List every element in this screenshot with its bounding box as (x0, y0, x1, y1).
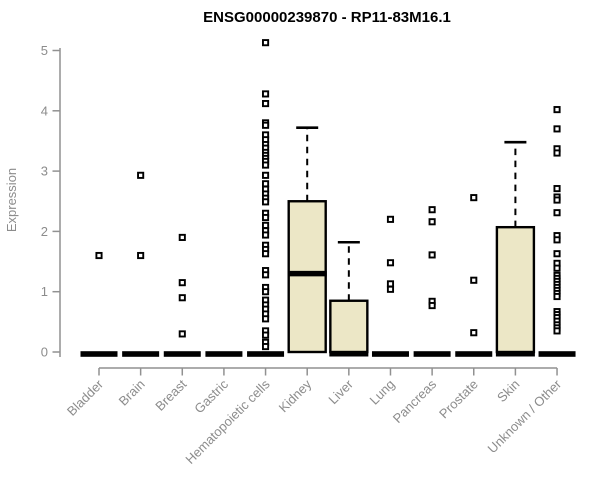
outlier-point (262, 180, 270, 188)
outlier-point (262, 288, 270, 296)
svg-text:Unknown / Other: Unknown / Other (485, 376, 565, 456)
outlier-point (553, 264, 561, 272)
boxplot-unknown-other (538, 106, 576, 357)
svg-text:0: 0 (41, 345, 48, 360)
svg-text:Breast: Breast (152, 376, 189, 413)
outlier-point (553, 149, 561, 157)
svg-text:Lung: Lung (367, 377, 398, 408)
boxplot-kidney (287, 126, 327, 354)
boxplot-liver (329, 240, 369, 357)
outlier-point (386, 215, 395, 223)
svg-text:Kidney: Kidney (276, 376, 315, 415)
median-line (413, 351, 451, 357)
median-line (371, 351, 409, 357)
outlier-point (178, 233, 186, 241)
outlier-point (470, 194, 478, 202)
median-line (329, 351, 369, 357)
outlier-point (262, 213, 270, 222)
outlier-point (428, 302, 436, 310)
outlier-point (262, 90, 270, 98)
boxplot-pancreas (413, 206, 451, 357)
boxplot-brain (122, 171, 160, 357)
boxplot-breast (163, 233, 201, 357)
outlier-point (137, 251, 145, 260)
median-line (122, 351, 160, 357)
outlier-point (262, 221, 270, 229)
outlier-point (262, 100, 270, 108)
outlier-point (137, 171, 145, 179)
median-line (205, 351, 243, 357)
outlier-point (553, 106, 561, 114)
boxplot-skin (495, 140, 536, 357)
outlier-point (262, 198, 270, 206)
boxplot-lung (371, 215, 409, 357)
boxplot-hematopoietic-cells (247, 39, 285, 357)
outlier-point (428, 251, 436, 259)
svg-text:4: 4 (41, 103, 48, 118)
outlier-point (553, 292, 561, 301)
outlier-point (553, 125, 561, 133)
y-axis-tick-labels: 0 1 2 3 4 5 (41, 43, 48, 360)
outlier-point (386, 280, 395, 288)
outlier-point (428, 218, 436, 226)
boxplot-prostate (455, 194, 493, 357)
svg-text:Skin: Skin (494, 377, 522, 405)
outlier-point (262, 171, 270, 179)
outlier-point (178, 294, 186, 302)
outlier-point (428, 206, 436, 214)
x-axis (98, 367, 558, 376)
box (329, 299, 369, 354)
median-line (455, 351, 493, 357)
outlier-point (470, 276, 478, 284)
svg-text:Gastric: Gastric (191, 376, 231, 416)
median-line (80, 351, 118, 357)
boxplot-bladder (80, 251, 118, 357)
svg-text:1: 1 (41, 284, 48, 299)
outlier-point (262, 161, 270, 169)
outlier-point (262, 331, 270, 339)
box (495, 225, 536, 354)
svg-text:2: 2 (41, 224, 48, 239)
svg-text:Brain: Brain (116, 377, 148, 409)
outlier-point (178, 279, 186, 287)
median-line (287, 270, 327, 277)
y-axis-label: Expression (4, 168, 19, 232)
outlier-point (262, 39, 270, 47)
median-line (247, 351, 285, 357)
svg-text:3: 3 (41, 164, 48, 179)
svg-text:Pancreas: Pancreas (390, 376, 440, 426)
svg-text:5: 5 (41, 43, 48, 58)
svg-text:Bladder: Bladder (64, 376, 107, 419)
median-line (163, 351, 201, 357)
outlier-point (553, 185, 561, 193)
outlier-point (262, 343, 270, 351)
outlier-point (553, 196, 561, 204)
svg-text:Prostate: Prostate (436, 377, 481, 422)
outlier-point (262, 271, 270, 279)
outlier-point (470, 329, 478, 337)
outlier-point (262, 231, 270, 239)
outlier-point (553, 209, 561, 217)
outlier-point (386, 259, 395, 267)
outlier-point (262, 121, 270, 129)
box (287, 200, 327, 354)
boxplot-gastric (205, 351, 243, 357)
y-axis (52, 48, 61, 357)
outlier-point (178, 330, 186, 338)
outlier-point (262, 315, 270, 323)
outlier-point (553, 327, 561, 335)
outlier-point (262, 250, 270, 258)
median-line (495, 351, 535, 357)
svg-text:Liver: Liver (325, 376, 356, 407)
outlier-point (95, 251, 103, 260)
outlier-point (553, 236, 561, 244)
outlier-point (553, 250, 561, 258)
outlier-point (386, 285, 395, 293)
median-line (538, 351, 576, 357)
chart-title: ENSG00000239870 - RP11-83M16.1 (203, 9, 451, 26)
